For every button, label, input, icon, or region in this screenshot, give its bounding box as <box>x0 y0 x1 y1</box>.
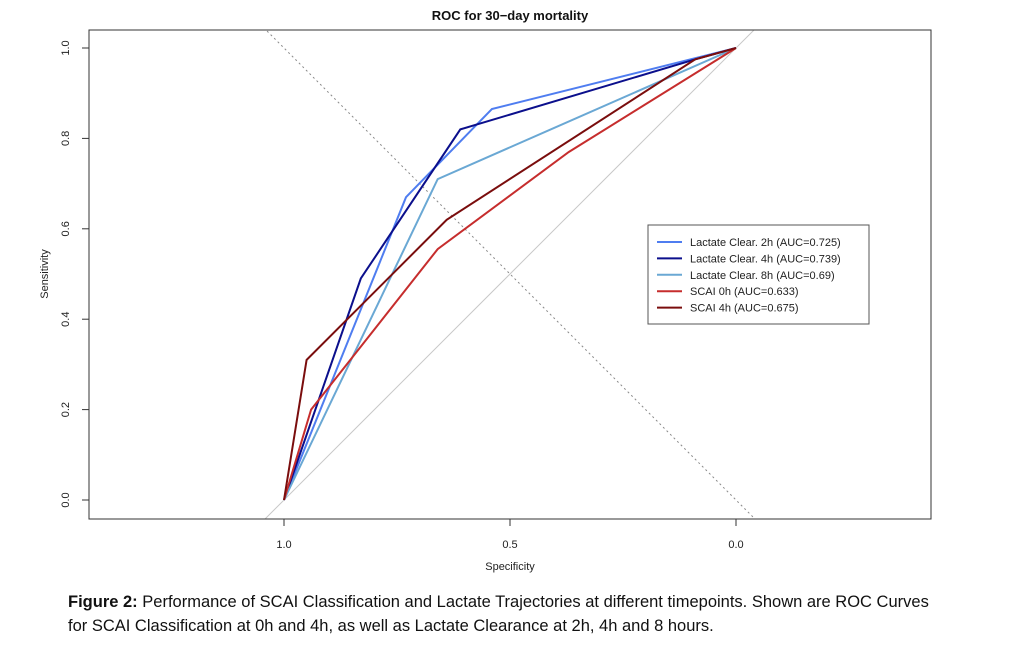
y-tick-label: 0.0 <box>60 492 72 507</box>
y-tick-label: 0.4 <box>60 312 72 327</box>
legend-label-1: Lactate Clear. 2h (AUC=0.725) <box>690 237 841 249</box>
legend: Lactate Clear. 2h (AUC=0.725) Lactate Cle… <box>647 224 870 325</box>
caption-text: Performance of SCAI Classification and L… <box>68 593 929 635</box>
figure-caption: Figure 2: Performance of SCAI Classifica… <box>68 590 948 638</box>
roc-chart: ROC for 30−day mortality 0.0 0.2 0.4 0.6 0.8… <box>39 8 932 573</box>
x-axis: 1.0 0.5 0.0 <box>276 519 744 551</box>
y-tick-label: 0.6 <box>60 221 72 236</box>
chance-diagonal-line <box>264 30 755 519</box>
y-tick-label: 0.2 <box>60 402 72 417</box>
legend-label-3: Lactate Clear. 8h (AUC=0.69) <box>690 270 835 282</box>
chart-title: ROC for 30−day mortality <box>432 8 589 23</box>
reference-lines <box>264 30 756 519</box>
x-tick-label: 0.0 <box>728 539 743 551</box>
x-axis-label: Specificity <box>485 561 535 573</box>
series-line-3 <box>283 47 737 501</box>
series-line-5 <box>283 47 737 501</box>
x-tick-label: 0.5 <box>502 539 517 551</box>
y-axis-label: Sensitivity <box>39 249 51 299</box>
series-lines <box>283 47 737 501</box>
x-tick-label: 1.0 <box>276 539 291 551</box>
legend-label-4: SCAI 0h (AUC=0.633) <box>690 286 799 298</box>
legend-label-2: Lactate Clear. 4h (AUC=0.739) <box>690 253 841 265</box>
y-tick-label: 0.8 <box>60 131 72 146</box>
series-line-1 <box>283 47 737 501</box>
caption-label: Figure 2: <box>68 593 138 611</box>
y-axis: 0.0 0.2 0.4 0.6 0.8 1.0 <box>60 40 89 508</box>
legend-box <box>647 224 870 325</box>
series-line-4 <box>283 47 737 501</box>
legend-label-5: SCAI 4h (AUC=0.675) <box>690 303 799 315</box>
y-tick-label: 1.0 <box>60 40 72 55</box>
